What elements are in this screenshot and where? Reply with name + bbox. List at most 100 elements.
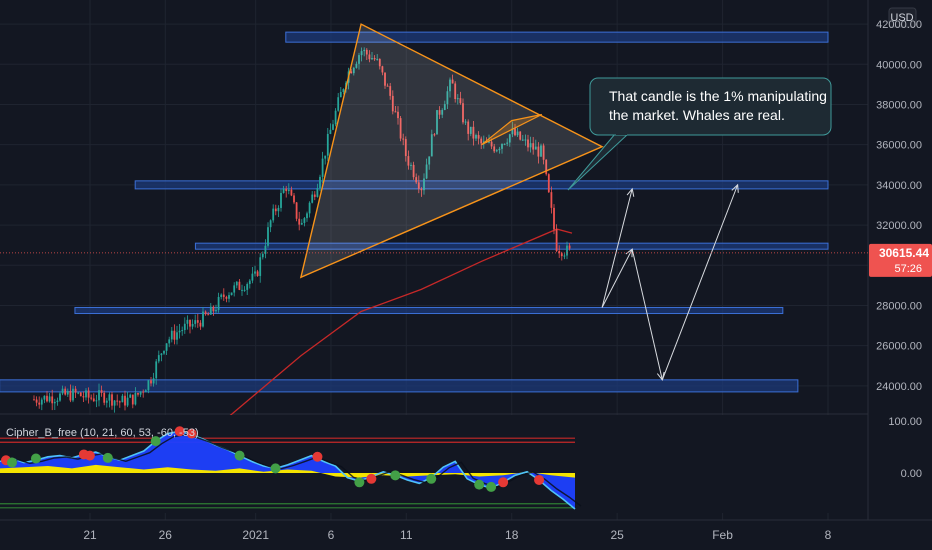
candle-body <box>90 397 93 399</box>
candle-body <box>56 400 59 402</box>
candle-body <box>326 133 329 156</box>
support-resistance-zone <box>134 180 829 190</box>
candle-body <box>79 392 82 397</box>
price-tick-label: 28000.00 <box>876 300 922 312</box>
candle-body <box>124 395 126 406</box>
candle-body <box>438 110 441 115</box>
candle-body <box>235 281 238 286</box>
candle-body <box>417 182 420 189</box>
candle-body <box>111 394 113 406</box>
candle-body <box>277 207 280 212</box>
candle-body <box>290 189 293 196</box>
candle-body <box>410 164 412 166</box>
candle-body <box>33 399 35 401</box>
candle-body <box>516 131 519 136</box>
candle-body <box>454 83 457 100</box>
candle-body <box>147 380 150 391</box>
candle-body <box>324 155 327 159</box>
candle-body <box>420 188 423 191</box>
candle-body <box>228 295 230 299</box>
candle-body <box>545 159 548 175</box>
candle-body <box>43 395 46 400</box>
candle-body <box>332 124 334 130</box>
candle-body <box>186 319 189 324</box>
candle-body <box>428 156 431 165</box>
candle-body <box>553 207 555 230</box>
candle-body <box>38 402 41 405</box>
candle-body <box>285 188 288 192</box>
candle-body <box>475 135 477 139</box>
candle-body <box>183 323 186 331</box>
candle-body <box>225 296 228 299</box>
candle-body <box>358 55 360 64</box>
candle-body <box>542 145 545 160</box>
candle-body <box>126 397 129 406</box>
candle-body <box>173 330 176 340</box>
wave-signal-line <box>5 433 582 507</box>
candle-body <box>176 332 178 340</box>
time-tick-label: 25 <box>610 528 624 542</box>
candle-body <box>537 146 540 157</box>
candle-body <box>207 314 210 316</box>
candle-body <box>480 138 483 144</box>
candle-body <box>72 388 74 401</box>
price-tick-label: 38000.00 <box>876 99 922 111</box>
candle-body <box>306 213 308 219</box>
candle-body <box>40 399 43 405</box>
time-tick-label: 6 <box>328 528 335 542</box>
candle-body <box>303 218 306 223</box>
signal-dot <box>354 477 365 488</box>
candle-body <box>160 353 163 356</box>
candle-body <box>142 391 145 393</box>
candle-body <box>155 361 158 379</box>
candle-body <box>134 393 137 405</box>
candle-body <box>501 143 503 149</box>
signal-dot <box>234 450 245 461</box>
candle-body <box>342 89 345 92</box>
candle-body <box>389 86 392 96</box>
candle-body <box>394 111 397 113</box>
candle-body <box>384 72 386 86</box>
price-tick-label: 40000.00 <box>876 59 922 71</box>
candle-body <box>61 388 64 394</box>
candle-body <box>168 339 171 344</box>
candle-body <box>95 400 98 402</box>
candle-body <box>51 396 54 404</box>
candle-body <box>430 134 433 157</box>
time-tick-label: 18 <box>505 528 519 542</box>
support-resistance-zone <box>74 306 784 315</box>
candle-body <box>129 394 132 398</box>
candle-body <box>339 91 342 98</box>
candle-body <box>293 195 295 203</box>
signal-dot <box>474 479 485 490</box>
time-tick-label: 2021 <box>242 528 269 542</box>
current-price-tag <box>869 243 932 277</box>
candle-body <box>425 164 428 179</box>
candle-body <box>189 319 191 327</box>
candle-body <box>451 79 454 84</box>
candle-body <box>334 110 337 125</box>
candle-body <box>196 320 199 323</box>
candle-body <box>243 289 246 291</box>
signal-dot <box>366 473 377 484</box>
candle-body <box>246 284 249 290</box>
candle-body <box>202 311 204 327</box>
currency-label: USD <box>890 12 913 24</box>
candle-body <box>446 91 449 105</box>
signal-dot <box>174 426 185 437</box>
support-resistance-zone <box>0 379 799 393</box>
candle-body <box>433 134 436 136</box>
candle-body <box>261 253 264 258</box>
callout: That candle is the 1% manipulating the m… <box>567 77 832 191</box>
candle-body <box>462 103 464 123</box>
candle-body <box>511 128 514 135</box>
indicator-label: Cipher_B_free (10, 21, 60, 53, -60, -53) <box>6 427 199 439</box>
candle-body <box>181 330 184 332</box>
candle-body <box>467 121 470 134</box>
candle-body <box>337 97 340 111</box>
time-tick-label: 8 <box>825 528 832 542</box>
candle-body <box>74 388 77 393</box>
candle-body <box>566 245 568 256</box>
candle-body <box>298 218 301 225</box>
candle-body <box>547 174 550 193</box>
